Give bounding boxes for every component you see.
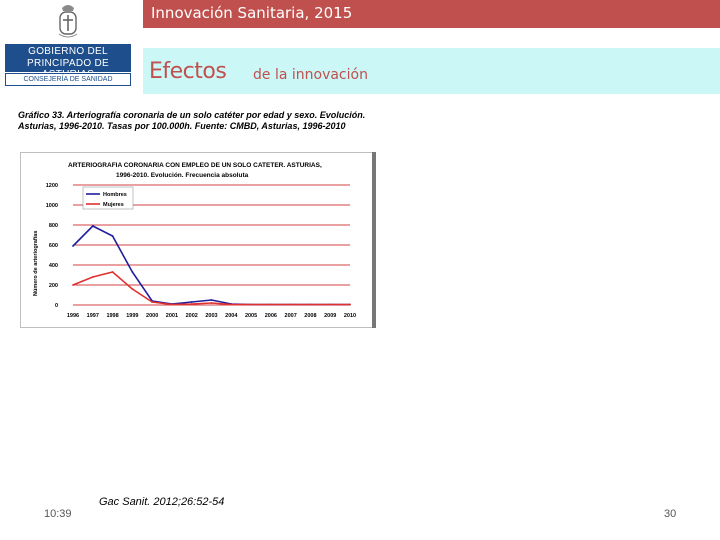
x-tick-label: 2008 — [304, 313, 316, 319]
coat-of-arms-icon — [58, 5, 78, 38]
data-point — [91, 225, 94, 227]
chart-shadow — [372, 152, 376, 328]
data-point — [151, 301, 154, 303]
y-tick-label: 600 — [49, 243, 58, 249]
data-point — [309, 303, 312, 306]
x-tick-label: 2001 — [166, 313, 178, 319]
header-bar: Innovación Sanitaria, 2015 — [143, 0, 720, 28]
line-chart: ARTERIOGRAFIA CORONARIA CON EMPLEO DE UN… — [20, 152, 376, 328]
x-tick-label: 2006 — [265, 313, 277, 319]
figure-caption: Gráfico 33. Arteriografía coronaria de u… — [18, 110, 366, 131]
data-point — [289, 303, 292, 306]
x-tick-label: 2007 — [285, 313, 297, 319]
chart-container: ARTERIOGRAFIA CORONARIA CON EMPLEO DE UN… — [20, 152, 376, 328]
x-tick-label: 2000 — [146, 313, 158, 319]
y-tick-label: 1200 — [46, 183, 58, 189]
y-tick-label: 200 — [49, 283, 58, 289]
x-tick-label: 2005 — [245, 313, 257, 319]
page-number: 30 — [664, 508, 677, 520]
y-tick-label: 400 — [49, 263, 58, 269]
data-point — [210, 299, 213, 301]
data-point — [190, 301, 193, 303]
data-point — [91, 276, 94, 278]
chart-title-line-1: ARTERIOGRAFIA CORONARIA CON EMPLEO DE UN… — [68, 162, 322, 169]
logo-line-2: PRINCIPADO DE ASTURIAS — [26, 58, 110, 80]
y-tick-label: 0 — [55, 303, 58, 309]
logo-subline: CONSEJERÍA DE SANIDAD — [5, 73, 131, 86]
x-tick-label: 1996 — [67, 313, 79, 319]
logo-main-block: GOBIERNO DEL PRINCIPADO DE ASTURIAS — [5, 44, 131, 80]
data-point — [210, 302, 213, 304]
x-tick-label: 2003 — [205, 313, 217, 319]
data-point — [131, 288, 134, 290]
footer-reference: Gac Sanit. 2012;26:52-54 — [99, 496, 225, 508]
logo-line-1: GOBIERNO DEL — [28, 46, 108, 57]
data-point — [349, 303, 351, 306]
data-point — [131, 271, 134, 273]
x-tick-label: 2004 — [225, 313, 238, 319]
legend-label: Mujeres — [103, 202, 124, 208]
data-point — [190, 303, 193, 305]
data-point — [269, 303, 272, 306]
data-point — [111, 271, 114, 273]
data-point — [329, 303, 332, 306]
y-tick-label: 1000 — [46, 203, 58, 209]
data-point — [72, 284, 74, 286]
data-point — [230, 303, 233, 306]
footer-time: 10:39 — [44, 508, 72, 520]
slide-title-main: Efectos — [149, 59, 227, 84]
x-tick-label: 2010 — [344, 313, 356, 319]
y-tick-label: 800 — [49, 223, 58, 229]
x-tick-label: 1999 — [126, 313, 138, 319]
x-tick-label: 1997 — [87, 313, 99, 319]
government-logo: GOBIERNO DEL PRINCIPADO DE ASTURIAS CONS… — [5, 44, 131, 86]
chart-title-line-2: 1996-2010. Evolución. Frecuencia absolut… — [116, 172, 249, 179]
x-tick-label: 2002 — [186, 313, 198, 319]
data-point — [111, 235, 114, 237]
data-point — [250, 303, 252, 306]
slide-title-rest: de la innovación — [253, 67, 368, 83]
legend-label: Hombres — [103, 192, 127, 198]
slide-title-box: Efectos de la innovación — [143, 48, 720, 94]
y-axis-label: Número de arteriografías — [33, 231, 39, 296]
header-title: Innovación Sanitaria, 2015 — [151, 4, 353, 22]
x-tick-label: 1998 — [106, 313, 118, 319]
x-tick-label: 2009 — [324, 313, 336, 319]
data-point — [171, 303, 173, 306]
data-point — [72, 245, 74, 247]
